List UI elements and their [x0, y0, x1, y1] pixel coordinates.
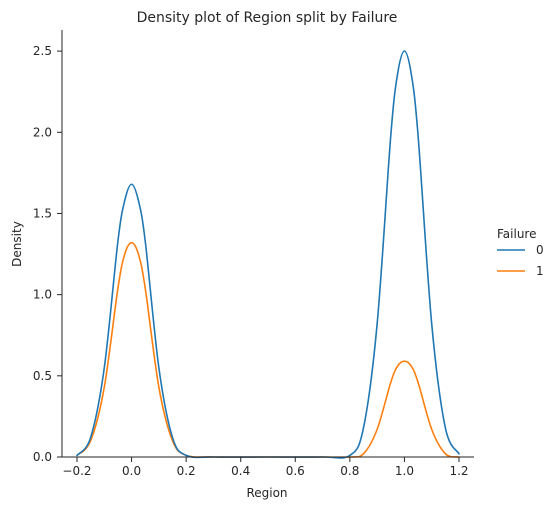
chart-title: Density plot of Region split by Failure — [137, 10, 398, 26]
y-ticks: 0.0 0.5 1.0 1.5 2.0 2.5 — [33, 44, 62, 464]
plot-area — [76, 50, 460, 459]
x-tick-label: −0.2 — [62, 464, 91, 478]
x-tick-label: 0.6 — [286, 464, 305, 478]
y-tick-label: 1.0 — [33, 288, 52, 302]
x-tick-label: 0.0 — [122, 464, 141, 478]
x-ticks: −0.2 0.0 0.2 0.4 0.6 0.8 1.0 1.2 — [62, 457, 469, 478]
x-tick-label: 0.2 — [177, 464, 196, 478]
series-line-0 — [76, 50, 460, 459]
y-tick-label: 2.0 — [33, 125, 52, 139]
legend: Failure 0 1 — [497, 227, 544, 278]
y-tick-label: 0.5 — [33, 369, 52, 383]
x-tick-label: 0.8 — [340, 464, 359, 478]
legend-title: Failure — [497, 227, 536, 241]
y-tick-label: 1.5 — [33, 206, 52, 220]
y-tick-label: 0.0 — [33, 450, 52, 464]
x-tick-label: 0.4 — [231, 464, 250, 478]
x-axis-title: Region — [246, 486, 287, 500]
legend-label-1: 1 — [536, 264, 544, 278]
x-tick-label: 1.2 — [449, 464, 468, 478]
x-tick-label: 1.0 — [395, 464, 414, 478]
series-line-1 — [76, 241, 460, 459]
y-tick-label: 2.5 — [33, 44, 52, 58]
legend-label-0: 0 — [536, 243, 544, 257]
y-axis-title: Density — [10, 221, 24, 267]
